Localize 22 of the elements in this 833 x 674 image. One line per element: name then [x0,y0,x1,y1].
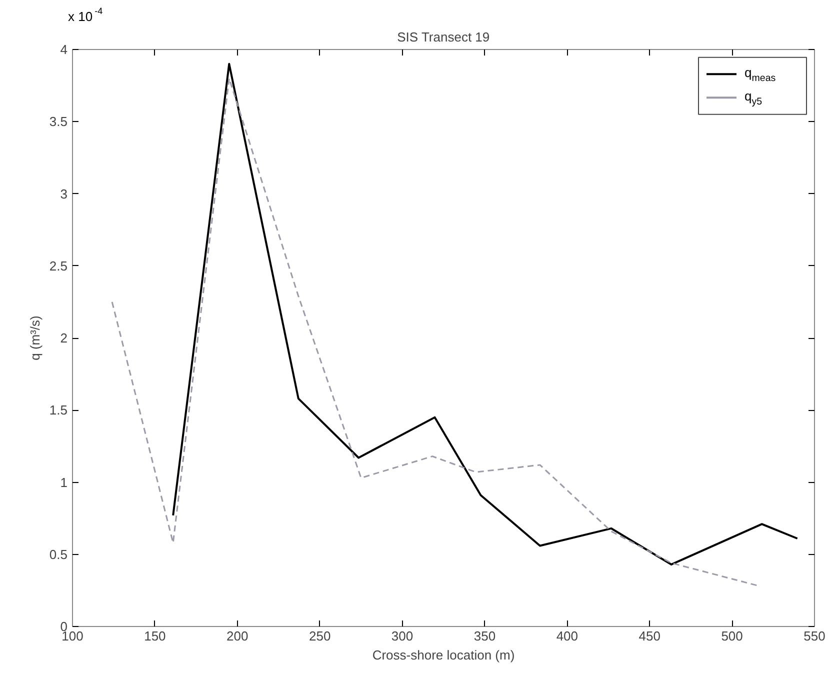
chart-title: SIS Transect 19 [397,30,490,44]
line-series [172,62,798,566]
x-tick-label: 150 [144,628,166,644]
y-tick-label: 2 [60,330,68,346]
y-tick-label: 3 [60,186,68,202]
text: x 10$^{-4}$ [68,6,103,26]
y-tick-label: 3.5 [49,114,68,130]
y-tick-label: 1 [60,474,68,490]
y-tick-label: 0.5 [49,546,68,562]
x-tick-label: 450 [638,628,660,644]
y-tick-label: 4 [60,42,68,57]
x-tick-label: 350 [474,628,496,644]
y-axis-title: q (m³/s) [27,316,42,360]
y-tick-label: 2.5 [49,258,68,274]
x-tick-label: 500 [721,628,743,644]
x-tick-label: 200 [226,628,248,644]
x-tick-label: 250 [308,628,331,644]
y-tick-label: 1.5 [49,402,68,418]
x-tick-label: 400 [556,628,578,644]
x-tick-label: 550 [804,628,826,644]
x-tick-label: 300 [391,628,414,644]
x-axis-title: Cross-shore location (m) [372,648,515,662]
